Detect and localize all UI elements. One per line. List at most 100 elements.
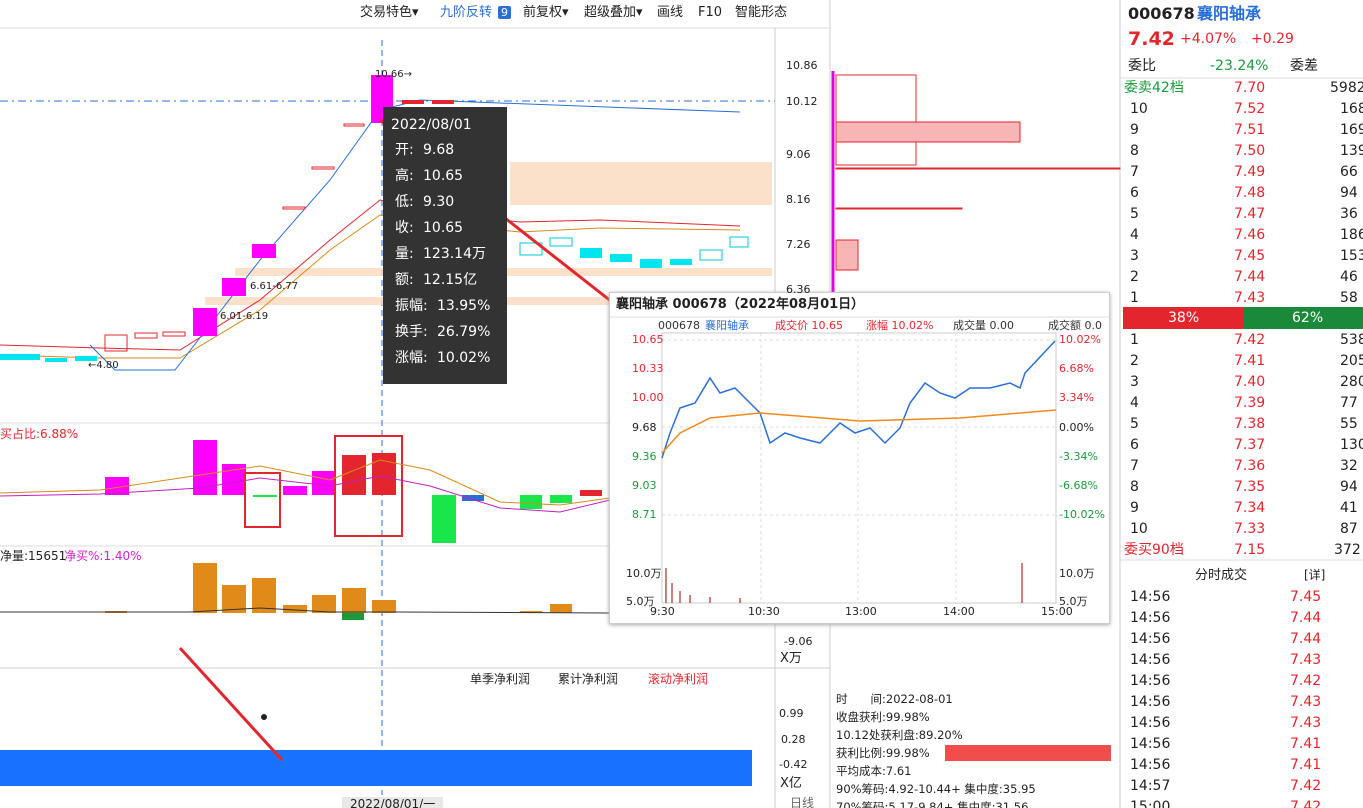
- tooltip-value: 9.68: [423, 142, 455, 158]
- popup-graphics: [610, 316, 1109, 604]
- popup-pct-tick: 0.00%: [1059, 420, 1094, 434]
- trade-price: 7.43: [1290, 694, 1322, 710]
- sep: :: [409, 220, 414, 236]
- price: 7.43: [1234, 290, 1266, 306]
- trade-price: 7.42: [1290, 778, 1322, 794]
- tab: 滚动净利润: [648, 672, 709, 686]
- popup-header: 成交量 0.00: [953, 319, 1014, 332]
- price: 7.40: [1234, 374, 1266, 390]
- popup-header: 000678: [658, 319, 700, 332]
- price-tick: 6.36: [786, 283, 811, 296]
- price: 7.15: [1234, 542, 1266, 558]
- vol: 87: [1340, 521, 1358, 537]
- popup-price-tick: 9.03: [632, 479, 657, 492]
- sep: :: [409, 246, 414, 262]
- annotation: 6.01-6.19: [220, 311, 269, 322]
- popup-vol-tick: 5.0万: [626, 595, 655, 608]
- toolbar-item: F10: [698, 5, 723, 20]
- level: 2: [1130, 353, 1139, 369]
- price: 7.50: [1234, 143, 1266, 159]
- toolbar-item: 画线: [657, 5, 684, 20]
- popup-vol-tick: 10.0万: [626, 567, 662, 580]
- indicator-label: 买占比:6.88%: [0, 427, 79, 441]
- stock-code: 000678: [1128, 4, 1195, 23]
- popup-vol-tick: 5.0万: [1059, 595, 1088, 608]
- popup[interactable]: 襄阳轴承 000678（2022年08月01日） 000678 襄阳轴承 成交价 10…: [609, 292, 1110, 624]
- change: +0.29: [1251, 31, 1294, 47]
- popup-price-tick: 10.33: [632, 362, 664, 376]
- vol: 280: [1340, 374, 1363, 390]
- chip-info: 90%筹码:4.92-10.44+ 集中度:35.95: [836, 782, 1036, 796]
- price: 7.38: [1234, 416, 1266, 432]
- label: 委比: [1128, 58, 1156, 74]
- axis-tick: -0.42: [779, 758, 808, 771]
- toolbar-item: 9: [498, 6, 511, 19]
- level: 6: [1130, 185, 1139, 201]
- vol: 58: [1340, 290, 1358, 306]
- sep: :: [423, 298, 428, 314]
- chip-info: 70%筹码:5.17-9.84+ 集中度:31.56: [836, 800, 1029, 808]
- toolbar-item: 前复权▾: [523, 5, 569, 20]
- popup-vol-tick: 10.0万: [1059, 567, 1095, 580]
- popup-pct-tick: 3.34%: [1059, 391, 1094, 405]
- level: 9: [1130, 500, 1139, 516]
- vol: 538: [1340, 332, 1363, 348]
- level: 1: [1130, 290, 1139, 306]
- chip-info: 收盘获利:99.98%: [836, 710, 930, 724]
- toolbar-item: 智能形态: [735, 5, 788, 20]
- level: 2: [1130, 269, 1139, 285]
- trade-price: 7.44: [1290, 610, 1322, 626]
- tooltip-key: 低: [395, 194, 409, 210]
- level: 5: [1130, 206, 1139, 222]
- price: 7.36: [1234, 458, 1266, 474]
- trade-time: 14:56: [1130, 715, 1171, 731]
- level: 3: [1130, 374, 1139, 390]
- popup-pct-tick: -10.02%: [1059, 508, 1105, 522]
- date-cursor: 2022/08/01/一: [342, 797, 444, 808]
- sep: :: [409, 168, 414, 184]
- tooltip-key: 换手: [395, 324, 423, 340]
- level: 1: [1130, 332, 1139, 348]
- sep: :: [423, 350, 428, 366]
- popup-pct-tick: -6.68%: [1059, 479, 1098, 492]
- tooltip-key: 额: [395, 272, 409, 288]
- price: 7.37: [1234, 437, 1266, 453]
- stock-name: 襄阳轴承: [1197, 4, 1262, 23]
- level: 7: [1130, 458, 1139, 474]
- popup-pct-tick: -3.34%: [1059, 449, 1098, 463]
- chip-info: 平均成本:7.61: [836, 764, 912, 778]
- vol: 66: [1340, 164, 1358, 180]
- vol: 46: [1340, 269, 1358, 285]
- indicator-label: 净量:15651: [0, 549, 67, 563]
- toolbar-item: 交易特色▾: [360, 5, 419, 20]
- trade-price: 7.42: [1290, 673, 1322, 689]
- label: 分时成交: [1195, 568, 1248, 583]
- popup-pct-tick: 6.68%: [1059, 362, 1094, 376]
- tooltip-value: 13.95%: [437, 298, 491, 314]
- tooltip-value: 9.30: [423, 194, 455, 210]
- tooltip-key: 振幅: [395, 298, 423, 314]
- chip-info: 获利比例:99.98%: [836, 746, 930, 760]
- price: 7.39: [1234, 395, 1266, 411]
- price: 7.70: [1234, 80, 1266, 96]
- pct: +4.07%: [1180, 31, 1237, 47]
- vol: 32: [1340, 458, 1358, 474]
- vol: 153: [1340, 248, 1363, 264]
- indicator-label: 净买%:1.40%: [64, 549, 142, 563]
- axis-tick: X亿: [780, 776, 802, 791]
- price: 7.44: [1234, 269, 1266, 285]
- bar-label: 38%: [1168, 310, 1200, 326]
- popup-price-tick: 9.68: [632, 420, 657, 434]
- tooltip-value: 10.02%: [437, 350, 491, 366]
- vol: 5982: [1330, 80, 1363, 96]
- level: 3: [1130, 248, 1139, 264]
- tooltip-value: 10.65: [423, 168, 464, 184]
- vol: 372: [1334, 542, 1361, 558]
- trade-price: 7.45: [1290, 589, 1322, 605]
- price-tick: 8.16: [786, 193, 811, 206]
- axis-tick: 0.99: [779, 707, 804, 720]
- popup-price-tick: 10.00: [632, 391, 664, 405]
- price: 7.45: [1234, 248, 1266, 264]
- level: 8: [1130, 143, 1139, 159]
- trade-time: 14:56: [1130, 694, 1171, 710]
